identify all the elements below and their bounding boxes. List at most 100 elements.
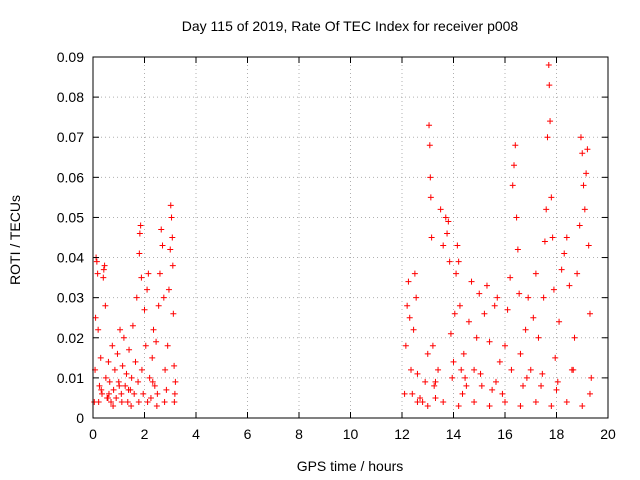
x-tick-label: 14: [446, 426, 462, 442]
data-point: [422, 378, 429, 385]
data-point: [588, 374, 595, 381]
chart-title: Day 115 of 2019, Rate Of TEC Index for r…: [182, 18, 519, 34]
data-point: [459, 390, 466, 397]
data-point: [583, 170, 590, 177]
data-point: [451, 310, 458, 317]
data-point: [405, 278, 412, 285]
data-point: [545, 62, 552, 69]
data-point: [118, 398, 125, 405]
data-point: [126, 346, 133, 353]
y-tick-label: 0.05: [57, 209, 84, 225]
data-point: [586, 390, 593, 397]
data-point: [144, 398, 151, 405]
data-point: [137, 222, 144, 229]
data-point: [146, 374, 153, 381]
data-point: [96, 382, 103, 389]
data-point: [535, 334, 542, 341]
y-tick-label: 0.06: [57, 169, 84, 185]
data-point: [409, 390, 416, 397]
x-tick-label: 8: [295, 426, 303, 442]
data-point: [561, 250, 568, 257]
data-point: [579, 402, 586, 409]
data-point: [102, 302, 109, 309]
data-point: [570, 366, 577, 373]
grid: [93, 57, 608, 418]
data-point: [156, 270, 163, 277]
x-tick-label: 16: [497, 426, 513, 442]
data-point: [462, 374, 469, 381]
data-point: [95, 326, 102, 333]
data-point: [473, 334, 480, 341]
data-point: [93, 258, 100, 265]
data-point: [471, 366, 478, 373]
data-point: [512, 142, 519, 149]
data-point: [522, 326, 529, 333]
data-point: [413, 294, 420, 301]
axis-ticks: 0 2 4 6 8 10 12 14 16 18 20 0 0.01 0.02 0.03 0.04 0.05 0.…: [57, 49, 616, 442]
y-tick-label: 0.02: [57, 330, 84, 346]
data-point: [113, 394, 120, 401]
data-point: [502, 398, 508, 405]
data-point: [102, 374, 109, 381]
data-point: [563, 234, 570, 241]
data-point: [414, 398, 421, 405]
data-point: [453, 270, 460, 277]
data-point: [122, 382, 129, 389]
data-point: [408, 366, 415, 373]
data-point: [517, 402, 524, 409]
data-point: [427, 194, 434, 201]
data-point: [579, 150, 586, 157]
data-point: [558, 266, 565, 273]
data-point: [101, 262, 108, 269]
data-point: [167, 246, 174, 253]
data-point: [476, 290, 483, 297]
data-point: [508, 366, 515, 373]
data-point: [171, 398, 178, 405]
data-point: [481, 310, 488, 317]
data-point: [106, 378, 113, 385]
data-point: [110, 386, 117, 393]
data-point: [131, 390, 138, 397]
data-point: [460, 350, 467, 357]
data-point: [489, 386, 496, 393]
data-point: [432, 394, 439, 401]
data-point: [581, 206, 588, 213]
data-point: [577, 134, 584, 141]
data-point: [507, 274, 514, 281]
data-point: [549, 234, 556, 241]
data-point: [444, 230, 451, 237]
data-point: [492, 378, 499, 385]
data-point: [517, 350, 524, 357]
data-point: [553, 386, 560, 393]
data-point: [440, 398, 447, 405]
data-point: [150, 326, 157, 333]
data-point: [147, 394, 154, 401]
data-point: [414, 370, 421, 377]
data-point: [584, 146, 591, 153]
data-point: [576, 222, 583, 229]
data-point: [523, 374, 530, 381]
data-point: [544, 134, 551, 141]
data-point: [109, 342, 116, 349]
data-point: [442, 214, 449, 221]
data-point: [550, 286, 557, 293]
data-points: [91, 62, 595, 409]
data-point: [161, 398, 168, 405]
data-point: [98, 386, 105, 393]
data-point: [140, 390, 147, 397]
data-point: [132, 358, 139, 365]
data-point: [574, 270, 581, 277]
data-point: [450, 358, 457, 365]
data-point: [532, 398, 539, 405]
data-point: [108, 398, 115, 405]
data-point: [525, 294, 532, 301]
data-point: [105, 390, 112, 397]
data-point: [135, 378, 142, 385]
data-point: [552, 354, 559, 361]
data-point: [543, 206, 550, 213]
data-point: [171, 362, 178, 369]
data-point: [456, 302, 463, 309]
data-point: [499, 390, 506, 397]
data-point: [547, 118, 554, 125]
